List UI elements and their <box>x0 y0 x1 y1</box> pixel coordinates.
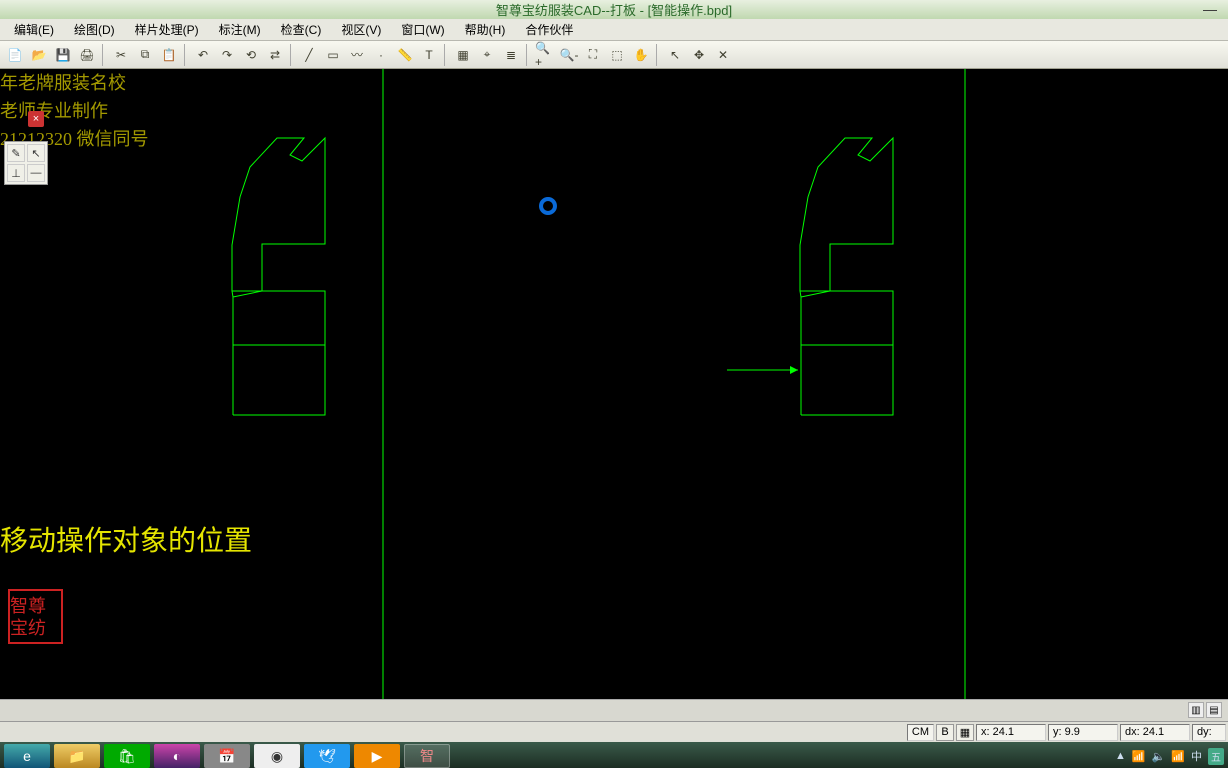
taskbar-store-icon[interactable]: 🛍 <box>104 744 150 768</box>
taskbar-cad-icon[interactable]: 智 <box>404 744 450 768</box>
tool-zoomwin-icon[interactable]: ⬚ <box>606 44 628 66</box>
tool-point-icon[interactable]: · <box>370 44 392 66</box>
menu-bar: 编辑(E) 绘图(D) 样片处理(P) 标注(M) 检查(C) 视区(V) 窗口… <box>0 19 1228 41</box>
window-title: 智尊宝纺服装CAD--打板 - [智能操作.bpd] <box>496 0 732 19</box>
menu-partner[interactable]: 合作伙伴 <box>515 19 583 40</box>
toolbox-perp-icon[interactable]: ⊥ <box>7 164 25 182</box>
minimize-button[interactable]: — <box>1198 1 1222 17</box>
drawing-canvas[interactable]: 年老牌服装名校 老师专业制作 21212320 微信同号 × ✎ ↖ ⊥ — 移… <box>0 69 1228 699</box>
tool-paste-icon[interactable]: 📋 <box>158 44 180 66</box>
scroll-panel-icon[interactable]: ▥ <box>1188 702 1204 718</box>
taskbar-app1-icon[interactable]: 🕊 <box>304 744 350 768</box>
tool-line-icon[interactable]: ╱ <box>298 44 320 66</box>
toolbar-separator <box>290 44 294 66</box>
tool-move-icon[interactable]: ✥ <box>688 44 710 66</box>
tray-net-icon[interactable]: 📶 <box>1132 750 1146 763</box>
tool-select-icon[interactable]: ↖ <box>664 44 686 66</box>
menu-pattern[interactable]: 样片处理(P) <box>125 19 209 40</box>
toolbox-line-icon[interactable]: — <box>27 164 45 182</box>
tool-print-icon[interactable]: 🖨 <box>76 44 98 66</box>
menu-view[interactable]: 视区(V) <box>331 19 391 40</box>
menu-check[interactable]: 检查(C) <box>271 19 332 40</box>
toolbar-separator <box>102 44 106 66</box>
cad-svg <box>0 69 1228 699</box>
watermark-line1: 年老牌服装名校 <box>0 69 149 97</box>
tool-save-icon[interactable]: 💾 <box>52 44 74 66</box>
tool-text-icon[interactable]: T <box>418 44 440 66</box>
tool-rotate-icon[interactable]: ⟲ <box>240 44 262 66</box>
tool-zoomin-icon[interactable]: 🔍+ <box>534 44 556 66</box>
instruction-text: 移动操作对象的位置 <box>0 519 252 559</box>
toolbar-separator <box>656 44 660 66</box>
tool-pan-icon[interactable]: ✋ <box>630 44 652 66</box>
status-bar: CM B ▦ x: 24.1 y: 9.9 dx: 24.1 dy: <box>0 721 1228 742</box>
status-unit[interactable]: CM <box>907 724 934 741</box>
windows-taskbar: e 📁 🛍 ◐ 📅 ◉ 🕊 ▶ 智 ▲ 📶 🔈 📶 中 五 <box>0 742 1228 768</box>
scroll-panel-icon[interactable]: ▤ <box>1206 702 1222 718</box>
toolbar-separator <box>444 44 448 66</box>
status-dx: dx: 24.1 <box>1120 724 1190 741</box>
toolbox-pen-icon[interactable]: ✎ <box>7 144 25 162</box>
cursor-indicator <box>539 197 557 215</box>
tray-wifi-icon[interactable]: 📶 <box>1171 750 1185 763</box>
tool-rect-icon[interactable]: ▭ <box>322 44 344 66</box>
toolbar-separator <box>184 44 188 66</box>
status-bold-toggle[interactable]: B <box>936 724 954 741</box>
title-bar: 智尊宝纺服装CAD--打板 - [智能操作.bpd] — <box>0 0 1228 19</box>
taskbar-app2-icon[interactable]: ▶ <box>354 744 400 768</box>
tool-copy-icon[interactable]: ⧉ <box>134 44 156 66</box>
tool-open-icon[interactable]: 📂 <box>28 44 50 66</box>
status-x: x: 24.1 <box>976 724 1046 741</box>
tool-zoomout-icon[interactable]: 🔍- <box>558 44 580 66</box>
toolbox-arrow-icon[interactable]: ↖ <box>27 144 45 162</box>
horizontal-scrollbar[interactable]: ▥ ▤ <box>0 699 1228 721</box>
status-y: y: 9.9 <box>1048 724 1118 741</box>
taskbar-calc-icon[interactable]: 📅 <box>204 744 250 768</box>
taskbar-chrome-icon[interactable]: ◉ <box>254 744 300 768</box>
watermark-close-button[interactable]: × <box>28 111 44 127</box>
taskbar-explorer-icon[interactable]: 📁 <box>54 744 100 768</box>
tool-redo-icon[interactable]: ↷ <box>216 44 238 66</box>
tray-up-icon[interactable]: ▲ <box>1115 750 1126 762</box>
menu-window[interactable]: 窗口(W) <box>391 19 454 40</box>
taskbar-ie-icon[interactable]: e <box>4 744 50 768</box>
tool-mirror-icon[interactable]: ⇄ <box>264 44 286 66</box>
tool-snap-icon[interactable]: ⌖ <box>476 44 498 66</box>
status-grid-icon[interactable]: ▦ <box>956 724 974 741</box>
tool-curve-icon[interactable]: 〰 <box>346 44 368 66</box>
menu-annotate[interactable]: 标注(M) <box>209 19 271 40</box>
system-tray: ▲ 📶 🔈 📶 中 五 <box>1115 742 1224 768</box>
tray-lang-icon[interactable]: 五 <box>1208 748 1224 765</box>
tool-new-icon[interactable]: 📄 <box>4 44 26 66</box>
watermark-line2: 老师专业制作 <box>0 97 149 125</box>
tool-layer-icon[interactable]: ≣ <box>500 44 522 66</box>
status-dy: dy: <box>1192 724 1226 741</box>
tray-volume-icon[interactable]: 🔈 <box>1152 750 1166 763</box>
floating-toolbox[interactable]: ✎ ↖ ⊥ — <box>4 141 48 185</box>
toolbar-separator <box>526 44 530 66</box>
tool-grid-icon[interactable]: ▦ <box>452 44 474 66</box>
tool-measure-icon[interactable]: 📏 <box>394 44 416 66</box>
tool-undo-icon[interactable]: ↶ <box>192 44 214 66</box>
tool-cut-icon[interactable]: ✂ <box>110 44 132 66</box>
tool-zoomfit-icon[interactable]: ⛶ <box>582 44 604 66</box>
main-toolbar: 📄 📂 💾 🖨 ✂ ⧉ 📋 ↶ ↷ ⟲ ⇄ ╱ ▭ 〰 · 📏 T ▦ ⌖ ≣ … <box>0 41 1228 69</box>
tray-ime-icon[interactable]: 中 <box>1191 748 1202 764</box>
company-seal: 智尊宝纺 <box>8 589 63 644</box>
menu-edit[interactable]: 编辑(E) <box>4 19 64 40</box>
menu-help[interactable]: 帮助(H) <box>455 19 516 40</box>
taskbar-media-icon[interactable]: ◐ <box>154 744 200 768</box>
tool-delete-icon[interactable]: ✕ <box>712 44 734 66</box>
menu-draw[interactable]: 绘图(D) <box>64 19 125 40</box>
